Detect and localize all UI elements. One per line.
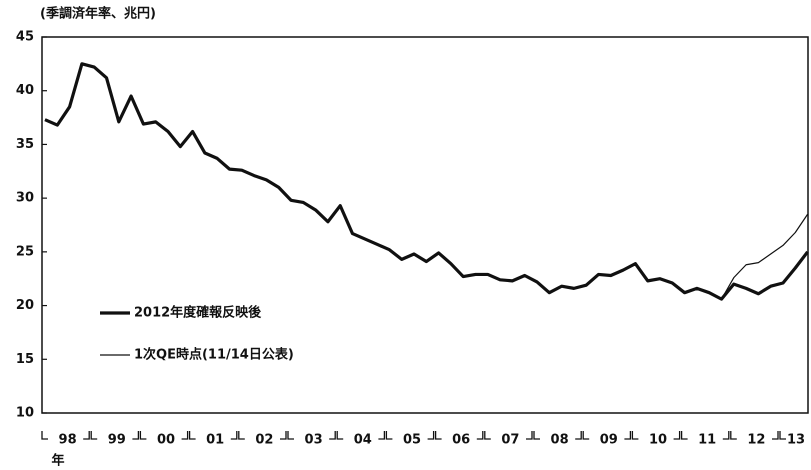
year-bracket [582, 431, 590, 440]
year-bracket [673, 431, 681, 440]
year-bracket [238, 431, 245, 440]
x-tick-label: 04 [354, 433, 372, 448]
x-tick-label: 06 [452, 433, 470, 448]
year-bracket [680, 431, 688, 440]
year-bracket [378, 431, 386, 440]
x-tick-label: 98 [59, 433, 77, 448]
year-bracket [181, 431, 189, 440]
x-tick-label: 02 [255, 433, 273, 448]
legend-label: 2012年度確報反映後 [134, 305, 262, 321]
y-tick-label: 30 [16, 191, 34, 206]
year-bracket [722, 431, 730, 440]
year-bracket [772, 431, 779, 440]
y-tick-label: 10 [16, 406, 34, 421]
year-bracket [730, 431, 737, 440]
x-tick-label: 10 [649, 433, 667, 448]
year-bracket [329, 431, 336, 440]
series-line [44, 62, 809, 301]
x-tick-label: 99 [108, 433, 126, 448]
year-bracket [533, 431, 540, 440]
plot-frame [41, 36, 809, 414]
year-bracket [287, 431, 294, 440]
x-tick-label: 05 [403, 433, 421, 448]
y-tick-label: 35 [16, 137, 34, 152]
x-tick-label: 12 [747, 433, 765, 448]
year-bracket [484, 431, 491, 440]
year-bracket [336, 431, 344, 440]
x-tick-label: 09 [600, 433, 618, 448]
year-bracket [631, 431, 639, 440]
y-tick-label: 45 [16, 30, 34, 45]
year-bracket [385, 431, 393, 440]
year-bracket [434, 431, 442, 440]
year-bracket [188, 431, 196, 440]
x-tick-label: 07 [501, 433, 519, 448]
year-bracket [280, 431, 287, 440]
year-bracket [575, 431, 582, 440]
legend-label: 1次QE時点(11/14日公表) [134, 347, 294, 363]
year-bracket [624, 431, 632, 440]
x-tick-label: 11 [698, 433, 716, 448]
year-bracket [427, 431, 435, 440]
y-tick-label: 20 [16, 298, 34, 313]
year-bracket [90, 431, 98, 440]
y-tick-label: 40 [16, 83, 34, 98]
series-line [44, 63, 809, 300]
y-tick-label: 15 [16, 352, 34, 367]
year-bracket [41, 431, 48, 440]
x-tick-label: 03 [305, 433, 323, 448]
year-bracket [476, 431, 484, 440]
year-bracket [779, 431, 786, 440]
x-tick-label: 13 [787, 433, 805, 448]
year-bracket [230, 431, 238, 440]
y-tick-label: 25 [16, 244, 34, 259]
year-bracket [132, 431, 140, 440]
x-tick-label: 01 [206, 433, 224, 448]
year-bracket [139, 431, 147, 440]
unit-label: (季調済年率、兆円) [40, 6, 156, 22]
x-tick-label: 00 [157, 433, 175, 448]
x-tick-label: 08 [551, 433, 569, 448]
year-bracket [526, 431, 533, 440]
year-bracket [83, 431, 90, 440]
x-axis-suffix: 年 [51, 453, 64, 469]
